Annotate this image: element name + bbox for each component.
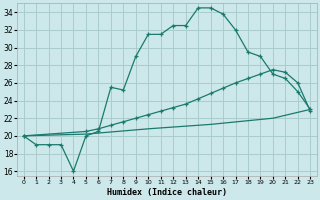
X-axis label: Humidex (Indice chaleur): Humidex (Indice chaleur) [107,188,227,197]
